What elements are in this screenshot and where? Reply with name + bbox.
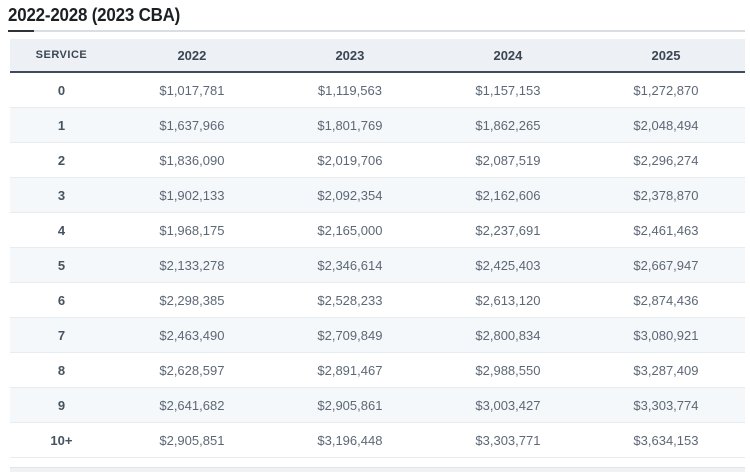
table-row: 5 $2,133,278 $2,346,614 $2,425,403 $2,667,94… xyxy=(10,247,745,283)
service-cell: 7 xyxy=(10,317,113,353)
salary-cell: $2,092,354 xyxy=(270,177,429,213)
table-row: 3 $1,902,133 $2,092,354 $2,162,606 $2,378,87… xyxy=(10,177,745,213)
table-header-row: SERVICE 2022 2023 2024 2025 xyxy=(10,39,745,73)
salary-cell: $2,087,519 xyxy=(428,142,587,178)
salary-cell: $3,080,921 xyxy=(586,317,745,353)
salary-cell: $3,287,409 xyxy=(586,352,745,388)
service-cell: 10+ xyxy=(10,422,113,458)
salary-cell: $3,634,153 xyxy=(586,422,745,458)
table-row: 8 $2,628,597 $2,891,467 $2,988,550 $3,287,40… xyxy=(10,352,745,388)
table-row: 1 $1,637,966 $1,801,769 $1,862,265 $2,048,49… xyxy=(10,107,745,143)
next-section-strip xyxy=(10,467,745,472)
salary-cell: $2,296,274 xyxy=(586,142,745,178)
salary-cell: $2,237,691 xyxy=(428,212,587,248)
table-row: 2 $1,836,090 $2,019,706 $2,087,519 $2,296,27… xyxy=(10,142,745,178)
service-cell: 4 xyxy=(10,212,113,248)
service-cell: 6 xyxy=(10,282,113,318)
salary-cell: $2,346,614 xyxy=(270,247,429,283)
salary-cell: $1,801,769 xyxy=(270,107,429,143)
service-cell: 3 xyxy=(10,177,113,213)
salary-cell: $2,162,606 xyxy=(428,177,587,213)
service-cell: 9 xyxy=(10,387,113,423)
service-cell: 1 xyxy=(10,107,113,143)
title-rule xyxy=(8,30,745,32)
salary-cell: $1,119,563 xyxy=(270,72,429,108)
table-header: SERVICE 2022 2023 2024 2025 xyxy=(10,39,745,73)
column-header-2023: 2023 xyxy=(270,39,429,73)
salary-cell: $2,709,849 xyxy=(270,317,429,353)
salary-cell: $3,196,448 xyxy=(270,422,429,458)
table-row: 4 $1,968,175 $2,165,000 $2,237,691 $2,461,46… xyxy=(10,212,745,248)
salary-cell: $2,461,463 xyxy=(586,212,745,248)
page-title: 2022-2028 (2023 CBA) xyxy=(8,5,181,25)
column-header-2022: 2022 xyxy=(112,39,271,73)
salary-cell: $1,902,133 xyxy=(112,177,271,213)
salary-cell: $3,303,774 xyxy=(586,387,745,423)
salary-cell: $2,425,403 xyxy=(428,247,587,283)
salary-cell: $1,637,966 xyxy=(112,107,271,143)
salary-cell: $1,862,265 xyxy=(428,107,587,143)
salary-cell: $2,613,120 xyxy=(428,282,587,318)
salary-table: SERVICE 2022 2023 2024 2025 0 $1,017,781 $… xyxy=(10,39,745,458)
salary-cell: $1,968,175 xyxy=(112,212,271,248)
salary-cell: $2,988,550 xyxy=(428,352,587,388)
service-cell: 0 xyxy=(10,72,113,108)
table-row: 7 $2,463,490 $2,709,849 $2,800,834 $3,080,92… xyxy=(10,317,745,353)
table-body: 0 $1,017,781 $1,119,563 $1,157,153 $1,272,87… xyxy=(10,72,745,458)
salary-cell: $2,378,870 xyxy=(586,177,745,213)
salary-cell: $2,628,597 xyxy=(112,352,271,388)
title-rule-accent xyxy=(8,30,34,32)
salary-cell: $2,874,436 xyxy=(586,282,745,318)
service-cell: 5 xyxy=(10,247,113,283)
salary-cell: $1,157,153 xyxy=(428,72,587,108)
salary-cell: $2,528,233 xyxy=(270,282,429,318)
salary-cell: $2,298,385 xyxy=(112,282,271,318)
table-row: 10+ $2,905,851 $3,196,448 $3,303,771 $3,634,… xyxy=(10,422,745,458)
service-cell: 2 xyxy=(10,142,113,178)
column-header-2024: 2024 xyxy=(428,39,587,73)
salary-cell: $3,303,771 xyxy=(428,422,587,458)
salary-cell: $2,905,851 xyxy=(112,422,271,458)
salary-cell: $2,641,682 xyxy=(112,387,271,423)
salary-cell: $2,891,467 xyxy=(270,352,429,388)
column-header-2025: 2025 xyxy=(586,39,745,73)
salary-cell: $2,463,490 xyxy=(112,317,271,353)
salary-cell: $3,003,427 xyxy=(428,387,587,423)
salary-cell: $2,905,861 xyxy=(270,387,429,423)
salary-cell: $2,019,706 xyxy=(270,142,429,178)
salary-cell: $1,272,870 xyxy=(586,72,745,108)
salary-cell: $2,667,947 xyxy=(586,247,745,283)
table-row: 9 $2,641,682 $2,905,861 $3,003,427 $3,303,77… xyxy=(10,387,745,423)
salary-cell: $1,836,090 xyxy=(112,142,271,178)
column-header-service: SERVICE xyxy=(10,39,113,73)
salary-cell: $2,133,278 xyxy=(112,247,271,283)
table-row: 6 $2,298,385 $2,528,233 $2,613,120 $2,874,43… xyxy=(10,282,745,318)
service-cell: 8 xyxy=(10,352,113,388)
salary-cell: $2,048,494 xyxy=(586,107,745,143)
table-row: 0 $1,017,781 $1,119,563 $1,157,153 $1,272,87… xyxy=(10,72,745,108)
salary-cell: $2,800,834 xyxy=(428,317,587,353)
salary-cell: $1,017,781 xyxy=(112,72,271,108)
salary-cell: $2,165,000 xyxy=(270,212,429,248)
